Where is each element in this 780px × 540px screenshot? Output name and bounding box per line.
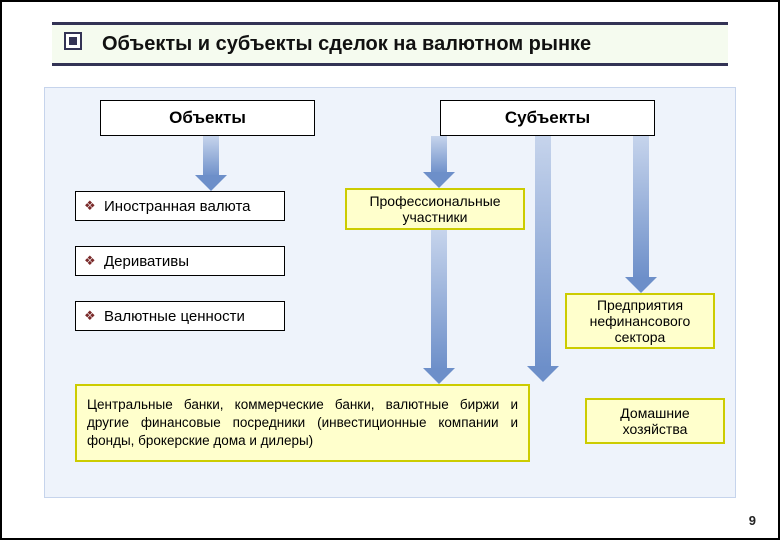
subject-professional: Профессиональные участники — [345, 188, 525, 230]
arrow-4 — [625, 136, 657, 293]
header-objects-label: Объекты — [169, 108, 246, 128]
object-item-3: Валютные ценности — [75, 301, 285, 331]
subject-households-label: Домашние хозяйства — [597, 405, 713, 437]
arrow-3 — [527, 136, 559, 382]
slide-title: Объекты и субъекты сделок на валютном ры… — [102, 33, 591, 56]
header-objects: Объекты — [100, 100, 315, 136]
content-area: Объекты Субъекты Иностранная валюта Дери… — [44, 87, 736, 498]
header-subjects-label: Субъекты — [505, 108, 590, 128]
object-item-1-label: Иностранная валюта — [104, 198, 251, 215]
object-item-3-label: Валютные ценности — [104, 308, 245, 325]
object-item-2: Деривативы — [75, 246, 285, 276]
slide-number: 9 — [749, 513, 756, 528]
object-item-1: Иностранная валюта — [75, 191, 285, 221]
subject-nonfinancial: Предприятия нефинансового сектора — [565, 293, 715, 349]
arrow-5 — [423, 230, 455, 384]
arrow-1 — [195, 136, 227, 191]
header-subjects: Субъекты — [440, 100, 655, 136]
arrow-2 — [423, 136, 455, 188]
bottom-description-box: Центральные банки, коммерческие банки, в… — [75, 384, 530, 462]
subject-nonfinancial-label: Предприятия нефинансового сектора — [577, 297, 703, 345]
title-bar: Объекты и субъекты сделок на валютном ры… — [52, 22, 728, 66]
bottom-description-text: Центральные банки, коммерческие банки, в… — [87, 396, 518, 451]
slide-container: Объекты и субъекты сделок на валютном ры… — [0, 0, 780, 540]
subject-households: Домашние хозяйства — [585, 398, 725, 444]
object-item-2-label: Деривативы — [104, 253, 189, 270]
title-bullet-icon — [64, 32, 82, 50]
subject-professional-label: Профессиональные участники — [357, 193, 513, 225]
